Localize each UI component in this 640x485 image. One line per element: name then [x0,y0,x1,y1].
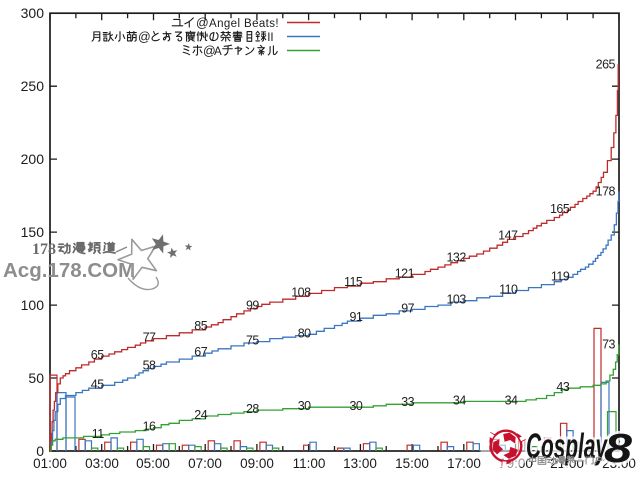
svg-text:150: 150 [21,224,45,240]
svg-text:@: @ [203,44,216,58]
svg-text:Cosplay: Cosplay [526,427,608,466]
svg-text:77: 77 [143,331,156,345]
svg-text:165: 165 [550,202,570,216]
svg-text:132: 132 [446,250,466,264]
svg-text:85: 85 [194,319,207,333]
svg-text:75: 75 [246,334,259,348]
svg-text:A: A [214,46,222,58]
svg-text:28: 28 [246,402,259,416]
svg-text:33: 33 [401,395,414,409]
svg-text:91: 91 [349,310,362,324]
svg-text:11:00: 11:00 [293,456,326,471]
svg-text:34: 34 [453,393,466,407]
svg-text:67: 67 [194,345,207,359]
svg-text:03:00: 03:00 [85,456,119,471]
svg-text:45: 45 [91,377,104,391]
svg-text:100: 100 [21,297,45,313]
svg-text:30: 30 [298,399,311,413]
svg-text:@: @ [196,16,209,30]
svg-text:103: 103 [446,293,466,307]
svg-text:Acg.178.COM: Acg.178.COM [3,259,135,282]
svg-text:@: @ [138,30,151,44]
svg-text:11: 11 [92,427,105,441]
svg-text:80: 80 [298,326,311,340]
svg-text:50: 50 [28,370,44,386]
svg-text:30: 30 [349,399,362,413]
svg-text:09:00: 09:00 [240,456,274,471]
svg-text:65: 65 [91,348,104,362]
svg-text:119: 119 [551,269,570,283]
svg-text:II: II [267,32,273,44]
svg-text:300: 300 [21,5,45,21]
svg-text:110: 110 [499,283,518,297]
svg-text:17:00: 17:00 [447,456,481,471]
svg-text:15:00: 15:00 [395,456,429,471]
svg-text:05:00: 05:00 [136,456,170,471]
svg-text:07:00: 07:00 [188,456,222,471]
svg-text:178: 178 [32,241,56,258]
svg-text:97: 97 [401,301,414,315]
svg-text:16: 16 [143,420,156,434]
svg-text:01:00: 01:00 [33,456,67,471]
svg-text:250: 250 [21,78,45,94]
svg-text:23:00: 23:00 [602,456,636,471]
svg-text:99: 99 [246,299,259,313]
svg-text:147: 147 [498,229,518,243]
svg-text:0: 0 [36,443,44,459]
svg-text:8: 8 [604,425,632,471]
svg-text:8: 8 [604,425,632,471]
svg-text:121: 121 [395,266,415,280]
svg-text:73: 73 [602,338,615,352]
svg-text:13:00: 13:00 [343,456,377,471]
svg-text:178: 178 [596,184,616,198]
svg-text:265: 265 [596,58,616,72]
svg-text:34: 34 [505,393,518,407]
svg-text:Cosplay: Cosplay [526,427,608,466]
svg-text:115: 115 [344,275,363,289]
svg-text:58: 58 [143,358,156,372]
svg-text:Angel Beats!: Angel Beats! [209,18,279,30]
svg-text:24: 24 [194,408,207,422]
svg-text:108: 108 [291,285,311,299]
svg-text:200: 200 [21,151,45,167]
svg-text:43: 43 [556,380,569,394]
